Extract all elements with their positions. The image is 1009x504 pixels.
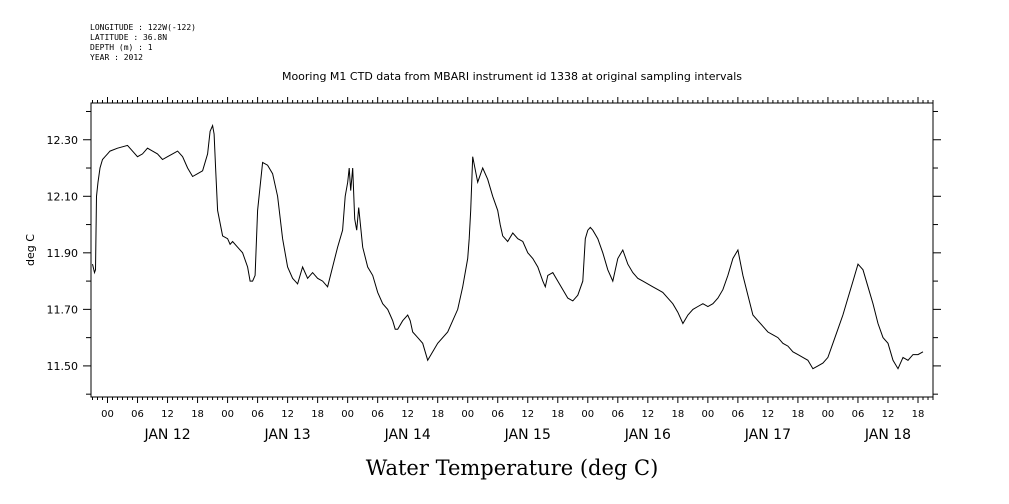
x-hour-label: 12 xyxy=(762,409,775,420)
meta-longitude: LONGITUDE : 122W(-122) xyxy=(90,23,196,32)
x-hour-label: 00 xyxy=(101,409,114,420)
x-hour-label: 06 xyxy=(371,409,384,420)
x-hour-label: 00 xyxy=(581,409,594,420)
plot-frame xyxy=(90,102,934,398)
x-hour-label: 00 xyxy=(701,409,714,420)
x-hour-label: 12 xyxy=(161,409,174,420)
x-day-label: JAN 18 xyxy=(864,427,911,443)
y-tick-labels: 11.50 11.70 11.90 12.10 12.30 xyxy=(47,134,79,373)
x-day-label: JAN 16 xyxy=(624,427,671,443)
x-day-label: JAN 12 xyxy=(143,427,190,443)
x-hour-label: 12 xyxy=(521,409,534,420)
x-hour-label: 06 xyxy=(611,409,624,420)
chart-title: Mooring M1 CTD data from MBARI instrumen… xyxy=(282,70,742,83)
x-hour-label: 18 xyxy=(551,409,564,420)
x-hour-label: 12 xyxy=(281,409,294,420)
x-hour-label: 00 xyxy=(461,409,474,420)
x-day-label: JAN 17 xyxy=(744,427,791,443)
y-tick-label: 11.70 xyxy=(47,303,79,316)
x-hour-label: 12 xyxy=(641,409,654,420)
x-hour-label: 18 xyxy=(671,409,684,420)
meta-depth: DEPTH (m) : 1 xyxy=(90,43,153,52)
x-hour-label: 06 xyxy=(251,409,264,420)
x-hour-label: 18 xyxy=(792,409,805,420)
x-hour-label: 00 xyxy=(822,409,835,420)
x-hour-label: 06 xyxy=(131,409,144,420)
y-tick-label: 11.50 xyxy=(47,360,79,373)
x-hour-label: 06 xyxy=(852,409,865,420)
x-day-label: JAN 13 xyxy=(264,427,311,443)
x-hour-label: 00 xyxy=(221,409,234,420)
y-tick-label: 12.30 xyxy=(47,134,79,147)
x-hour-label: 18 xyxy=(912,409,925,420)
x-day-label: JAN 14 xyxy=(384,427,431,443)
y-axis-label: deg C xyxy=(24,234,37,266)
x-hour-label: 06 xyxy=(732,409,745,420)
series-line-water-temperature xyxy=(92,123,924,370)
x-tick-labels: 00 06 12 18 00 06 12 18 00 06 12 18 00 06 12 18 00 06 12 18… xyxy=(101,409,924,443)
x-hour-label: 12 xyxy=(882,409,895,420)
x-hour-label: 18 xyxy=(191,409,204,420)
meta-latitude: LATITUDE : 36.8N xyxy=(90,33,167,42)
metadata-block: LONGITUDE : 122W(-122) LATITUDE : 36.8N … xyxy=(90,23,196,62)
axis-ticks xyxy=(83,97,941,403)
meta-year: YEAR : 2012 xyxy=(90,53,143,62)
y-tick-label: 11.90 xyxy=(47,247,79,260)
x-hour-label: 18 xyxy=(311,409,324,420)
x-axis-label: Water Temperature (deg C) xyxy=(366,456,659,480)
x-day-label: JAN 15 xyxy=(504,427,551,443)
x-hour-label: 06 xyxy=(491,409,504,420)
x-hour-label: 18 xyxy=(431,409,444,420)
x-hour-label: 00 xyxy=(341,409,354,420)
x-hour-label: 12 xyxy=(401,409,414,420)
y-tick-label: 12.10 xyxy=(47,190,79,203)
